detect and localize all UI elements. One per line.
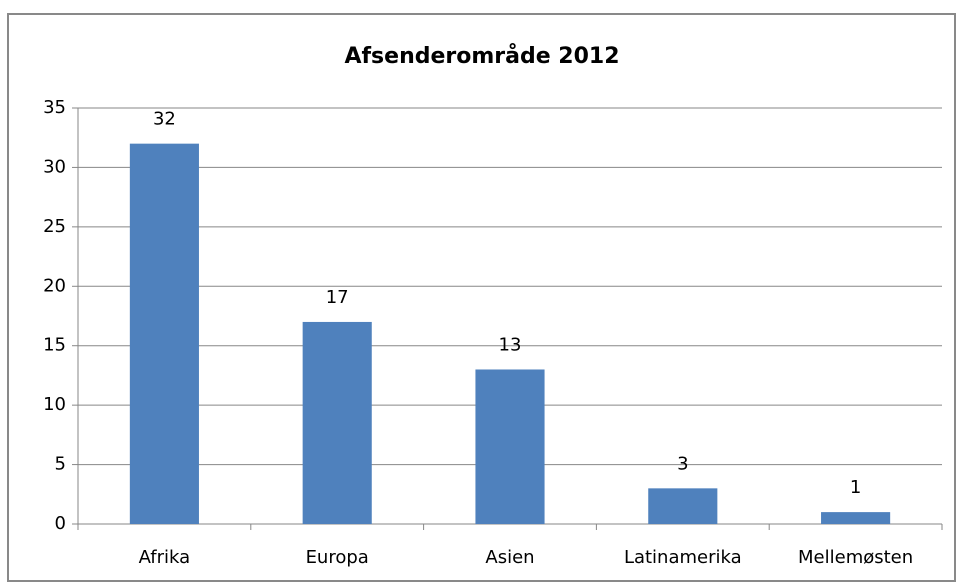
x-tick-label: Asien — [485, 547, 534, 568]
y-tick-label: 15 — [43, 335, 66, 356]
data-label: 3 — [677, 453, 688, 474]
x-tick-label: Latinamerika — [624, 547, 742, 568]
bar — [821, 512, 891, 524]
y-tick-label: 30 — [43, 156, 66, 177]
y-tick-label: 0 — [55, 513, 66, 534]
bar — [475, 369, 545, 524]
y-tick-label: 20 — [43, 275, 66, 296]
data-label: 32 — [153, 109, 176, 130]
y-tick-label: 5 — [55, 454, 66, 475]
data-label: 1 — [850, 477, 861, 498]
x-tick-label: Mellemøsten — [798, 547, 913, 568]
chart-title: Afsenderområde 2012 — [344, 43, 619, 69]
bar — [648, 488, 718, 524]
y-tick-label: 10 — [43, 394, 66, 415]
x-tick-label: Europa — [306, 547, 369, 568]
y-tick-label: 35 — [43, 97, 66, 118]
data-label: 13 — [499, 334, 522, 355]
x-tick-label: Afrika — [139, 547, 191, 568]
y-tick-label: 25 — [43, 216, 66, 237]
data-label: 17 — [326, 287, 349, 308]
bar — [129, 143, 199, 524]
bar — [302, 321, 372, 524]
